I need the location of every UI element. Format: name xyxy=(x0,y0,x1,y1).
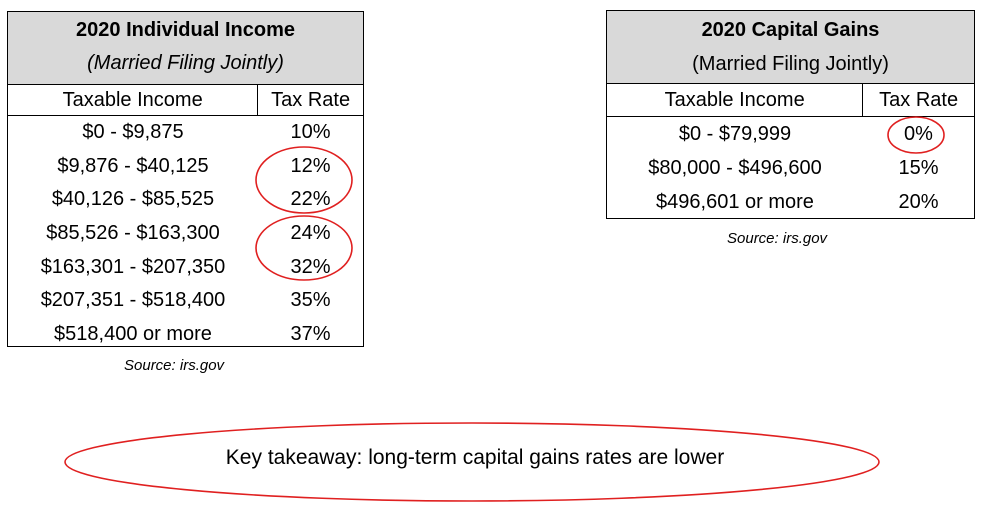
column-header-row: Taxable Income Tax Rate xyxy=(8,85,363,116)
income-cell: $40,126 - $85,525 xyxy=(51,188,215,211)
income-cell: $207,351 - $518,400 xyxy=(40,289,226,312)
source-note-individual: Source: irs.gov xyxy=(124,357,225,374)
income-cell: $9,876 - $40,125 xyxy=(57,154,209,177)
rate-cell: 37% xyxy=(290,322,331,345)
rate-cell: 10% xyxy=(290,121,331,144)
income-cell: $80,000 - $496,600 xyxy=(648,156,822,179)
table-row: $518,400 or more 37% xyxy=(8,318,363,352)
table-header: 2020 Individual Income (Married Filing J… xyxy=(8,12,363,85)
column-header-taxable-income: Taxable Income xyxy=(8,85,259,115)
table-subtitle: (Married Filing Jointly) xyxy=(692,53,889,75)
table-row: $80,000 - $496,600 15% xyxy=(607,151,974,185)
table-row: $163,301 - $207,350 32% xyxy=(8,250,363,284)
rate-cell: 35% xyxy=(290,289,331,312)
income-cell: $85,526 - $163,300 xyxy=(46,222,220,245)
table-row: $40,126 - $85,525 22% xyxy=(8,183,363,217)
capital-gains-table: 2020 Capital Gains (Married Filing Joint… xyxy=(606,10,975,219)
table-subtitle: (Married Filing Jointly) xyxy=(87,52,284,74)
table-row: $496,601 or more 20% xyxy=(607,185,974,219)
table-title: 2020 Individual Income xyxy=(76,19,295,41)
table-row: $85,526 - $163,300 24% xyxy=(8,217,363,251)
rate-cell: 32% xyxy=(290,255,331,278)
key-takeaway-text: Key takeaway: long-term capital gains ra… xyxy=(225,446,725,469)
income-cell: $0 - $9,875 xyxy=(82,121,184,144)
income-cell: $518,400 or more xyxy=(54,322,212,345)
rate-cell: 12% xyxy=(290,154,331,177)
income-cell: $496,601 or more xyxy=(656,190,814,213)
column-header-row: Taxable Income Tax Rate xyxy=(607,84,974,117)
source-note-capital-gains: Source: irs.gov xyxy=(727,230,828,247)
column-header-tax-rate: Tax Rate xyxy=(879,88,959,111)
column-header-taxable-income: Taxable Income xyxy=(607,84,864,116)
income-cell: $163,301 - $207,350 xyxy=(40,255,226,278)
column-header-tax-rate: Tax Rate xyxy=(271,88,351,111)
table-row: $207,351 - $518,400 35% xyxy=(8,284,363,318)
table-row: $0 - $9,875 10% xyxy=(8,116,363,150)
table-title: 2020 Capital Gains xyxy=(701,19,880,41)
table-header: 2020 Capital Gains (Married Filing Joint… xyxy=(607,11,974,84)
rate-cell: 15% xyxy=(898,156,939,179)
rate-cell: 0% xyxy=(904,122,933,145)
rate-cell: 20% xyxy=(898,190,939,213)
table-row: $9,876 - $40,125 12% xyxy=(8,150,363,184)
individual-income-table: 2020 Individual Income (Married Filing J… xyxy=(7,11,364,347)
table-row: $0 - $79,999 0% xyxy=(607,117,974,151)
rate-cell: 22% xyxy=(290,188,331,211)
income-cell: $0 - $79,999 xyxy=(678,122,792,145)
rate-cell: 24% xyxy=(290,222,331,245)
